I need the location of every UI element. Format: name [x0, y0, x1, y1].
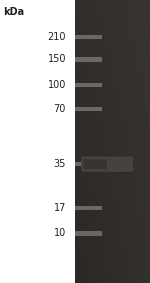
Bar — [75, 206, 102, 210]
FancyBboxPatch shape — [81, 155, 133, 173]
Bar — [75, 83, 102, 87]
Bar — [75, 35, 102, 39]
Text: kDa: kDa — [3, 7, 24, 17]
FancyBboxPatch shape — [81, 156, 133, 172]
Bar — [75, 162, 102, 166]
FancyBboxPatch shape — [81, 154, 133, 174]
FancyBboxPatch shape — [81, 155, 133, 174]
Text: 210: 210 — [48, 32, 66, 42]
FancyBboxPatch shape — [83, 159, 107, 169]
FancyBboxPatch shape — [81, 156, 133, 172]
FancyBboxPatch shape — [81, 155, 133, 173]
FancyBboxPatch shape — [81, 156, 133, 172]
Text: 70: 70 — [54, 104, 66, 114]
Text: 150: 150 — [48, 54, 66, 65]
Text: 100: 100 — [48, 80, 66, 90]
Bar — [75, 57, 102, 62]
Text: 35: 35 — [54, 159, 66, 169]
FancyBboxPatch shape — [81, 157, 133, 171]
Text: 17: 17 — [54, 203, 66, 213]
Text: 10: 10 — [54, 228, 66, 239]
Bar — [75, 107, 102, 111]
Bar — [75, 231, 102, 236]
